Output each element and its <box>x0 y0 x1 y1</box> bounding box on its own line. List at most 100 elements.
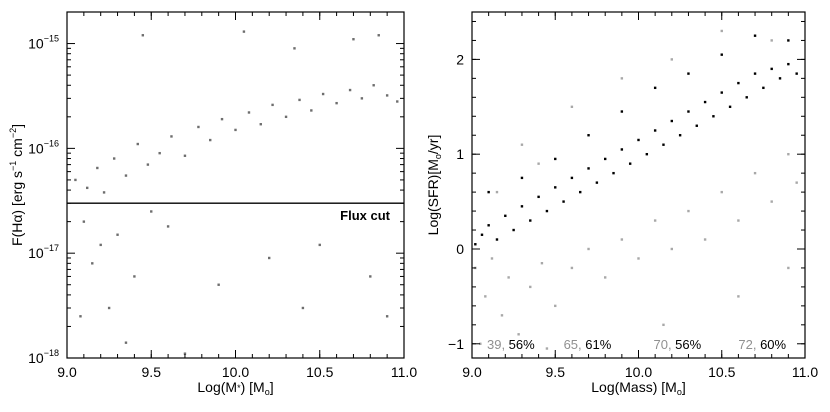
left-data-point <box>197 125 200 129</box>
panel-left: Flux cut 9.0 9.5 10.0 10.5 11.0 10−1810−1710… <box>8 11 417 397</box>
right-data-point <box>537 162 540 165</box>
right-data-point <box>520 176 524 180</box>
left-data-point <box>102 191 106 194</box>
right-y-tick-label: 0 <box>456 241 464 257</box>
right-data-point <box>520 205 524 208</box>
left-data-point <box>86 186 89 190</box>
right-data-point <box>579 190 582 194</box>
right-data-point <box>753 34 757 37</box>
right-y-tick-label: −1 <box>448 336 464 352</box>
left-data-point <box>377 34 380 37</box>
right-data-point <box>737 295 740 298</box>
right-data-point <box>554 304 557 308</box>
left-data-point <box>136 142 139 146</box>
right-data-point <box>620 148 624 151</box>
right-data-point <box>484 295 487 298</box>
left-data-point <box>116 233 119 236</box>
left-data-point <box>385 94 389 97</box>
right-data-point <box>670 119 673 123</box>
left-data-point <box>385 315 389 318</box>
left-plot-frame <box>66 11 405 359</box>
left-data-point <box>310 109 313 112</box>
left-data-point <box>158 151 161 155</box>
left-y-tick-label: 10−15 <box>28 34 59 52</box>
right-data-point <box>480 233 484 236</box>
right-data-point <box>778 77 782 80</box>
right-x-tick-label: 10.5 <box>708 364 735 380</box>
right-data-point <box>753 72 757 75</box>
left-data-point <box>150 210 153 213</box>
right-data-point <box>570 176 574 180</box>
left-data-point <box>372 84 375 87</box>
left-data-point <box>141 34 145 37</box>
left-data-point <box>242 30 246 33</box>
right-data-point <box>570 105 574 108</box>
left-data-point <box>133 275 136 278</box>
right-data-point <box>495 238 499 241</box>
right-data-point <box>695 124 698 127</box>
left-data-point <box>321 92 325 96</box>
right-plot-frame <box>471 11 806 359</box>
right-data-point <box>653 129 657 132</box>
left-data-point <box>247 111 251 114</box>
right-data-point <box>770 67 773 71</box>
right-data-point <box>545 347 549 350</box>
right-data-point <box>562 200 565 203</box>
right-data-point <box>787 62 790 66</box>
percentage-annotations: 39, 56% 65, 61% 70, 56% 72, 60% <box>487 337 787 352</box>
right-data-point <box>703 100 707 104</box>
right-data-point <box>670 58 673 61</box>
panel-right: 9.0 9.5 10.0 10.5 11.0 −1 0 1 2 39, 56% 65, 61% 7… <box>425 11 818 397</box>
left-data-point <box>170 135 173 138</box>
left-data-point <box>268 256 271 260</box>
right-data-point <box>504 214 507 218</box>
left-x-tick-label: 10.0 <box>222 364 249 380</box>
right-data-point <box>587 134 590 137</box>
right-data-point <box>554 186 557 189</box>
right-data-point <box>653 219 657 222</box>
right-data-point <box>540 262 544 265</box>
right-x-tick-label: 9.5 <box>546 364 566 380</box>
left-data-point <box>369 275 372 278</box>
left-data-point <box>99 243 102 247</box>
left-data-point <box>352 38 355 41</box>
right-data-point <box>720 91 723 94</box>
right-data-point <box>620 238 624 241</box>
left-scatter-points <box>74 30 399 355</box>
right-data-point <box>728 105 732 108</box>
left-data-point <box>293 47 296 50</box>
right-data-point <box>770 200 773 203</box>
right-y-tick-label: 2 <box>456 51 464 67</box>
right-data-point <box>787 152 790 156</box>
right-data-point <box>500 314 504 317</box>
left-x-axis: 9.0 9.5 10.0 10.5 11.0 <box>57 12 417 380</box>
left-data-point <box>79 315 82 318</box>
right-data-point <box>604 157 607 161</box>
right-data-point <box>517 333 520 336</box>
left-data-point <box>348 88 352 92</box>
percentage-annotation: 70, 56% <box>653 337 701 352</box>
right-data-point <box>687 209 690 213</box>
left-x-tick-label: 9.5 <box>142 364 162 380</box>
right-data-point <box>512 228 515 232</box>
left-data-point <box>107 306 111 310</box>
right-data-point <box>737 81 740 85</box>
left-data-point <box>220 117 224 121</box>
left-data-point <box>124 174 128 177</box>
left-data-point <box>284 115 288 119</box>
right-data-point <box>687 110 690 113</box>
left-y-axis: 10−18 10−17 10−16 10−15 <box>28 11 404 366</box>
left-y-tick-label: 10−16 <box>28 138 59 156</box>
right-data-point <box>653 86 657 90</box>
left-x-axis-label: Log(M*) [Mo] <box>197 379 273 397</box>
left-data-point <box>259 123 262 126</box>
right-data-point <box>753 171 757 175</box>
left-data-point <box>183 154 187 157</box>
left-data-point <box>166 225 170 228</box>
left-data-point <box>74 178 77 182</box>
right-data-point <box>795 72 798 75</box>
left-data-point <box>318 243 321 247</box>
right-data-point <box>737 219 740 222</box>
left-y-tick-label: 10−17 <box>28 243 59 261</box>
right-data-point <box>529 219 532 222</box>
